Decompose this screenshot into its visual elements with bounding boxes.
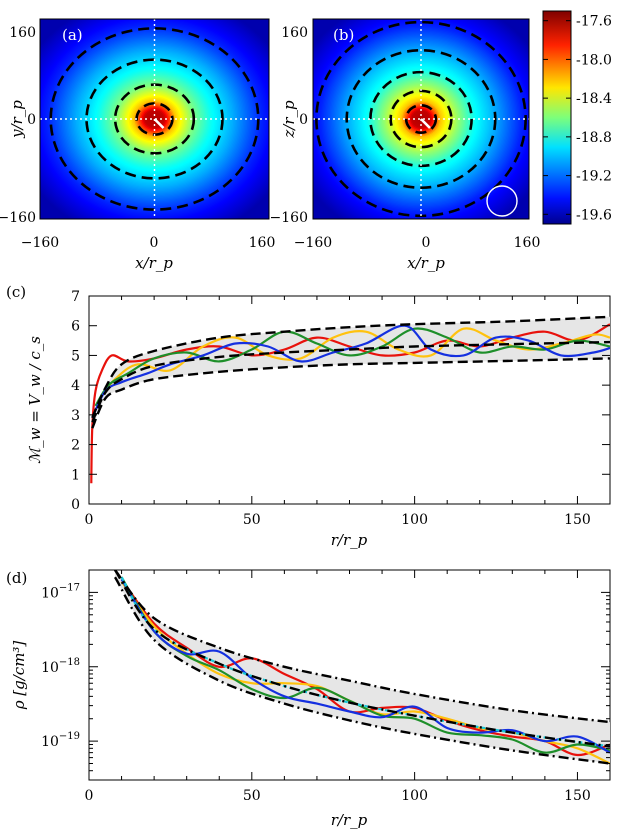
ytick-label: 0: [71, 497, 80, 513]
ytick-label: 10−19: [41, 731, 80, 750]
ytick-label: 10−18: [41, 657, 80, 676]
yticks-a: 160 0 −160: [0, 25, 36, 226]
series-line-red: [120, 578, 610, 757]
plot-area-c: 0 50 100 150 0 1 2 3 4 5 6 7: [71, 289, 611, 528]
xtick-label: 100: [401, 788, 428, 804]
ytick-label: 10−17: [41, 582, 80, 601]
series-line-green: [94, 327, 610, 407]
envelope-mean: [91, 340, 610, 423]
xtick-label-left: −160: [294, 235, 332, 251]
colorbar-tick-label: -19.2: [576, 169, 612, 185]
planet-marker-a: [153, 118, 165, 129]
series-line-green: [120, 576, 610, 754]
panel-label-b: (b): [333, 26, 354, 44]
ylabel-c: ℳ_w = V_w / c_s: [26, 336, 44, 464]
panel-b: (b) 160 0 −160 −160 0 160 x/r_p z/r_p: [270, 18, 541, 272]
ytick-label: 2: [71, 438, 80, 454]
ytick-label: 5: [71, 348, 80, 364]
envelope-upper: [114, 570, 610, 724]
panel-label-d: (d): [6, 569, 27, 587]
ytick-label: 7: [71, 289, 80, 305]
plot-area-d: 0 50 100 150 10−19 10−18 10−17: [41, 569, 611, 804]
ytick-label-bottom: −160: [0, 210, 36, 226]
contour-ring-b-0: [404, 103, 438, 135]
ylabel-b: z/r_p: [280, 100, 298, 139]
ylabel-d: ρ [g/cm³]: [10, 641, 28, 711]
panel-a: (a) 160 0 −160 −160 0 160 x/r_p y/r_p: [0, 18, 276, 272]
xtick-label-mid: 0: [150, 235, 159, 251]
colorbar-tick-label: -18.0: [576, 52, 612, 68]
series-line-red: [90, 323, 610, 484]
colorbar-tick-label: -17.6: [576, 14, 612, 30]
xtick-label-right: 160: [249, 235, 276, 251]
colorbar-ticks: -17.6 -18.0 -18.4 -18.8 -19.2 -19.6: [543, 14, 612, 223]
colorbar-tick-label: -18.8: [576, 130, 612, 146]
ytick-label-mid: 0: [27, 112, 36, 128]
xtick-label: 150: [564, 512, 591, 528]
ytick-label: 4: [71, 378, 80, 394]
ytick-label-bottom: −160: [270, 210, 308, 226]
envelope-band: [92, 316, 610, 429]
panel-d: (d) 0 50 100 150 10−19 10−18 10−17 r/r_p ρ [g/…: [6, 569, 611, 829]
xtick-label: 100: [401, 512, 428, 528]
envelope-upper: [91, 315, 610, 419]
envelope-mean: [113, 570, 610, 748]
ytick-label-mid: 0: [299, 112, 308, 128]
xtick-label: 50: [243, 512, 261, 528]
xtick-label-right: 160: [514, 235, 541, 251]
xtick-label-mid: 0: [422, 235, 431, 251]
contour-ring-b-3: [345, 48, 497, 190]
envelope-band: [115, 570, 610, 764]
frame-b: [312, 18, 530, 220]
colorbar-tick-label: -19.6: [576, 207, 612, 223]
plot-clip-d: [113, 570, 610, 765]
panel-label-a: (a): [62, 26, 83, 44]
ytick-label-top: 160: [281, 25, 308, 41]
frame-a: [39, 18, 270, 220]
xlabel-a: x/r_p: [135, 254, 173, 272]
ytick-label-top: 160: [9, 25, 36, 41]
ytick-label: 1: [71, 467, 80, 483]
colorbar-gradient: [542, 10, 572, 225]
xlabel-c: r/r_p: [331, 531, 368, 549]
ylabel-a: y/r_p: [8, 100, 26, 139]
heatmap-b: [313, 19, 529, 219]
planet-marker-b: [420, 118, 431, 129]
ytick-label: 6: [71, 319, 80, 335]
panel-c: (c) 0 50 100 150 0 1 2 3 4 5 6 7 r/r_p ℳ_w = V_w / …: [6, 283, 611, 549]
xlabel-b: x/r_p: [407, 254, 445, 272]
xtick-label-left: −160: [21, 235, 59, 251]
panel-label-c: (c): [6, 283, 26, 301]
xtick-label: 0: [85, 788, 94, 804]
series-line-blue: [91, 324, 610, 419]
xtick-label: 0: [85, 512, 94, 528]
heatmap-a: [40, 19, 269, 219]
colorbar: -17.6 -18.0 -18.4 -18.8 -19.2 -19.6: [542, 10, 612, 225]
envelope-lower: [91, 357, 610, 429]
xtick-label: 50: [243, 788, 261, 804]
plot-clip-c: [90, 315, 610, 484]
xlabel-d: r/r_p: [331, 811, 368, 829]
envelope-lower: [113, 576, 610, 765]
contour-ring-a-3: [49, 27, 260, 211]
xtick-label: 150: [564, 788, 591, 804]
colorbar-tick-label: -18.4: [576, 91, 612, 107]
ytick-label: 3: [71, 408, 80, 424]
inset-circle-b: [486, 185, 518, 217]
